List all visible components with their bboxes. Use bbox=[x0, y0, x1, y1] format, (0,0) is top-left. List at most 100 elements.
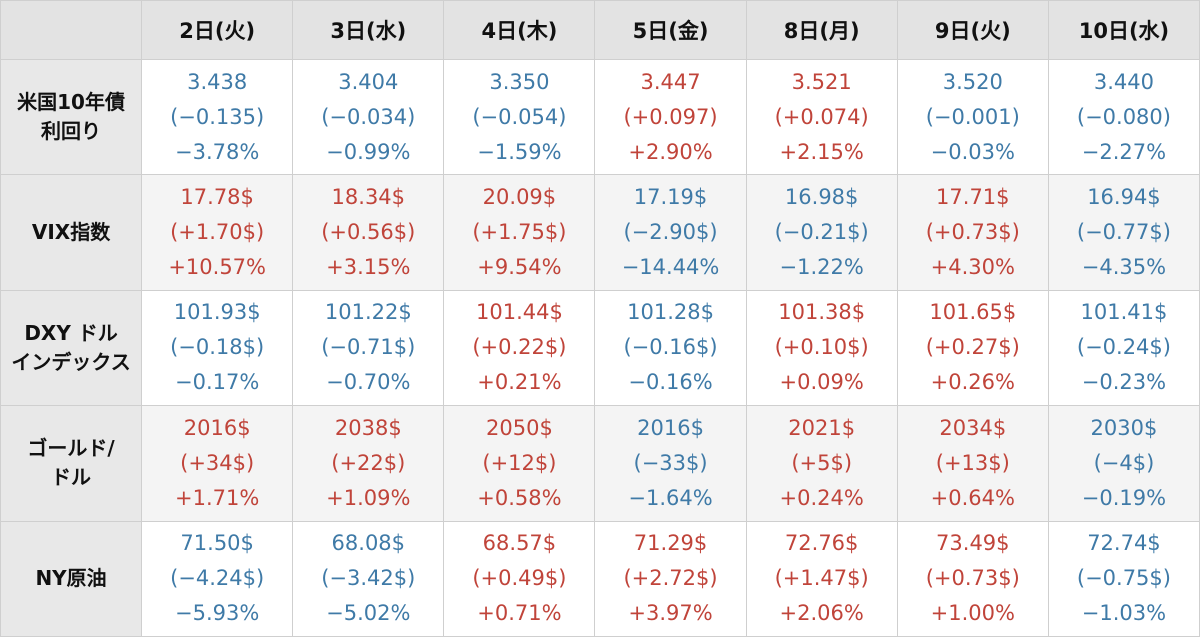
table-header: 2日(火) 3日(水) 4日(木) 5日(金) 8日(月) 9日(火) 10日(… bbox=[0, 0, 1200, 60]
row-label: VIX指数 bbox=[0, 174, 143, 291]
data-cell: 72.74$ (−0.75$) −1.03% bbox=[1047, 520, 1200, 637]
header-row: 2日(火) 3日(水) 4日(木) 5日(金) 8日(月) 9日(火) 10日(… bbox=[0, 0, 1200, 60]
data-cell: 68.08$ (−3.42$) −5.02% bbox=[292, 520, 445, 637]
data-cell: 3.350 (−0.054) −1.59% bbox=[443, 58, 596, 176]
cell-value: 101.93$ bbox=[173, 300, 261, 325]
cell-change: (−2.90$) bbox=[623, 220, 718, 245]
cell-pct: +3.15% bbox=[326, 255, 411, 280]
column-header: 5日(金) bbox=[594, 0, 747, 60]
cell-value: 101.65$ bbox=[929, 300, 1017, 325]
cell-value: 72.76$ bbox=[784, 531, 859, 556]
cell-value: 16.98$ bbox=[784, 185, 859, 210]
cell-value: 3.350 bbox=[489, 69, 550, 94]
data-cell: 72.76$ (+1.47$) +2.06% bbox=[745, 520, 898, 637]
data-cell: 101.41$ (−0.24$) −0.23% bbox=[1047, 289, 1200, 407]
cell-change: (+0.73$) bbox=[925, 220, 1020, 245]
data-cell: 101.38$ (+0.10$) +0.09% bbox=[745, 289, 898, 407]
cell-pct: −1.59% bbox=[477, 139, 562, 164]
cell-value: 101.41$ bbox=[1080, 300, 1168, 325]
cell-value: 101.28$ bbox=[627, 300, 714, 325]
cell-value: 68.08$ bbox=[331, 531, 406, 556]
table-row: DXY ドル インデックス 101.93$ (−0.18$) −0.17% 101.22$… bbox=[0, 289, 1200, 407]
cell-change: (+0.73$) bbox=[925, 566, 1020, 591]
cell-pct: −0.99% bbox=[326, 139, 411, 164]
cell-pct: −0.16% bbox=[628, 370, 713, 395]
cell-value: 17.71$ bbox=[936, 185, 1010, 210]
cell-value: 2038$ bbox=[334, 415, 402, 440]
data-cell: 3.404 (−0.034) −0.99% bbox=[292, 58, 445, 176]
cell-change: (+13$) bbox=[935, 450, 1010, 475]
cell-change: (−4.24$) bbox=[170, 566, 265, 591]
data-cell: 20.09$ (+1.75$) +9.54% bbox=[443, 174, 596, 291]
column-header: 8日(月) bbox=[745, 0, 898, 60]
cell-value: 101.22$ bbox=[324, 300, 412, 325]
cell-pct: −0.70% bbox=[326, 370, 411, 395]
cell-value: 16.94$ bbox=[1087, 185, 1161, 210]
cell-change: (−0.21$) bbox=[774, 220, 869, 245]
row-label-line: DXY ドル bbox=[24, 320, 118, 345]
cell-pct: +2.06% bbox=[779, 601, 864, 626]
cell-value: 3.521 bbox=[791, 69, 852, 94]
table-row: 米国10年債 利回り 3.438 (−0.135) −3.78% 3.404 (−0.034… bbox=[0, 58, 1200, 176]
cell-value: 2050$ bbox=[486, 415, 553, 440]
column-header: 10日(水) bbox=[1047, 0, 1200, 60]
cell-change: (+12$) bbox=[482, 450, 557, 475]
cell-value: 17.19$ bbox=[633, 185, 708, 210]
data-cell: 2038$ (+22$) +1.09% bbox=[292, 405, 445, 522]
cell-value: 101.44$ bbox=[476, 300, 563, 325]
cell-value: 2016$ bbox=[183, 415, 251, 440]
data-cell: 3.438 (−0.135) −3.78% bbox=[141, 58, 294, 176]
cell-change: (+1.47$) bbox=[774, 566, 869, 591]
data-cell: 101.22$ (−0.71$) −0.70% bbox=[292, 289, 445, 407]
cell-value: 71.29$ bbox=[633, 531, 708, 556]
cell-value: 72.74$ bbox=[1087, 531, 1161, 556]
cell-change: (−0.034) bbox=[321, 104, 416, 129]
table-row: ゴールド/ドル 2016$ (+34$) +1.71% 2038$ (+22$) +1.09… bbox=[0, 405, 1200, 522]
data-cell: 71.50$ (−4.24$) −5.93% bbox=[141, 520, 294, 637]
row-label: ゴールド/ドル bbox=[0, 405, 143, 522]
data-cell: 18.34$ (+0.56$) +3.15% bbox=[292, 174, 445, 291]
cell-pct: −14.44% bbox=[621, 255, 720, 280]
table-body: 米国10年債 利回り 3.438 (−0.135) −3.78% 3.404 (−0.034… bbox=[0, 58, 1200, 637]
cell-pct: +9.54% bbox=[477, 255, 562, 280]
cell-pct: −5.93% bbox=[175, 601, 260, 626]
cell-change: (−0.16$) bbox=[623, 335, 718, 360]
cell-pct: +0.71% bbox=[477, 601, 562, 626]
row-label-line: インデックス bbox=[11, 349, 131, 374]
cell-pct: +4.30% bbox=[930, 255, 1015, 280]
column-header: 3日(水) bbox=[292, 0, 445, 60]
row-label-line: 米国10年債 bbox=[17, 90, 125, 115]
cell-change: (+1.75$) bbox=[472, 220, 567, 245]
data-cell: 71.29$ (+2.72$) +3.97% bbox=[594, 520, 747, 637]
cell-change: (−0.080) bbox=[1076, 104, 1171, 129]
row-label: DXY ドル インデックス bbox=[0, 289, 143, 407]
data-cell: 73.49$ (+0.73$) +1.00% bbox=[896, 520, 1049, 637]
cell-pct: +0.26% bbox=[930, 370, 1015, 395]
cell-pct: +0.64% bbox=[930, 485, 1015, 510]
cell-pct: +2.90% bbox=[628, 139, 713, 164]
cell-pct: −1.64% bbox=[628, 485, 713, 510]
column-header: 4日(木) bbox=[443, 0, 596, 60]
cell-value: 3.404 bbox=[338, 69, 399, 94]
cell-change: (−33$) bbox=[633, 450, 708, 475]
cell-value: 20.09$ bbox=[482, 185, 557, 210]
cell-change: (−0.18$) bbox=[170, 335, 265, 360]
cell-change: (+0.49$) bbox=[472, 566, 567, 591]
row-label-line: 利回り bbox=[41, 119, 102, 144]
cell-pct: −0.23% bbox=[1081, 370, 1167, 395]
cell-change: (−4$) bbox=[1093, 450, 1155, 475]
cell-pct: −0.19% bbox=[1081, 485, 1167, 510]
cell-change: (−3.42$) bbox=[321, 566, 416, 591]
cell-value: 73.49$ bbox=[936, 531, 1010, 556]
data-cell: 68.57$ (+0.49$) +0.71% bbox=[443, 520, 596, 637]
cell-change: (−0.135) bbox=[170, 104, 265, 129]
cell-value: 2034$ bbox=[939, 415, 1007, 440]
cell-change: (+0.22$) bbox=[472, 335, 567, 360]
cell-value: 3.520 bbox=[942, 69, 1003, 94]
cell-value: 3.440 bbox=[1093, 69, 1154, 94]
cell-pct: +0.24% bbox=[779, 485, 864, 510]
data-cell: 2016$ (−33$) −1.64% bbox=[594, 405, 747, 522]
row-label-line: VIX指数 bbox=[31, 220, 111, 245]
cell-value: 3.438 bbox=[187, 69, 248, 94]
data-cell: 17.78$ (+1.70$) +10.57% bbox=[141, 174, 294, 291]
